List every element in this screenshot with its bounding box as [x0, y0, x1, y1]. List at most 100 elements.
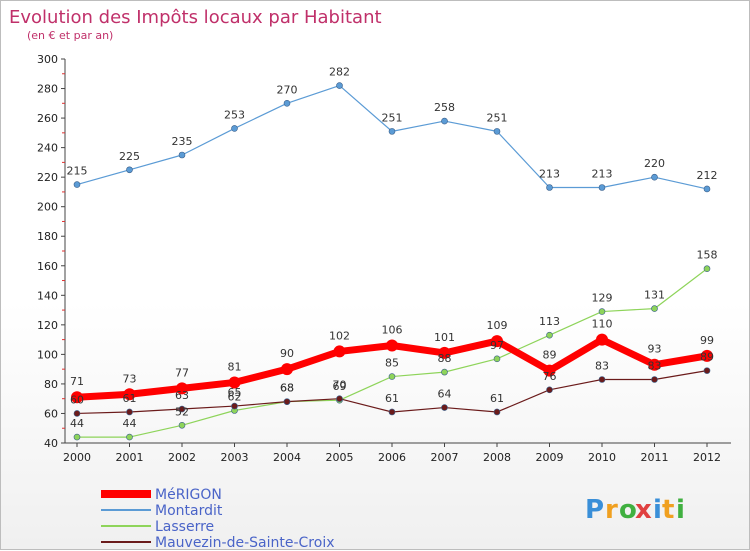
series-point-0	[596, 333, 608, 346]
x-tick-label: 2002	[168, 451, 196, 464]
chart-subtitle: (en € et par an)	[27, 29, 113, 42]
axes: 40 60 80 100 120 140 160 180 200 220 240 260 280 300 2…	[37, 53, 731, 464]
logo-letter: t	[662, 495, 674, 525]
y-tick-label: 280	[37, 83, 58, 96]
series-point-3	[441, 404, 448, 411]
data-label-0: 81	[228, 360, 242, 373]
legend-label-2: Lasserre	[155, 519, 214, 535]
series-point-2	[441, 368, 448, 376]
data-label-3: 61	[385, 392, 399, 405]
chart-title: Evolution des Impôts locaux par Habitant	[9, 7, 382, 28]
series-point-3	[336, 395, 343, 402]
y-tick-label: 100	[37, 348, 58, 361]
data-label-2: 62	[228, 391, 242, 404]
series-point-2	[598, 308, 606, 315]
series-point-0	[123, 388, 136, 401]
data-label-0: 110	[592, 318, 613, 331]
data-label-2: 85	[385, 357, 399, 370]
series-point-2	[178, 421, 186, 429]
series-point-2	[493, 355, 501, 363]
series-point-2	[651, 305, 658, 312]
data-label-2: 131	[644, 289, 665, 302]
series-point-0	[228, 376, 241, 389]
x-tick-label: 2005	[326, 451, 354, 464]
series-point-0	[281, 363, 293, 376]
data-label-1: 282	[329, 66, 350, 79]
data-label-0: 102	[329, 329, 350, 342]
x-tick-label: 2006	[378, 451, 406, 464]
logo-letter: o	[619, 495, 637, 525]
data-label-0: 77	[175, 366, 189, 379]
data-label-1: 213	[592, 167, 613, 180]
data-label-0: 89	[543, 349, 557, 362]
data-label-3: 76	[543, 370, 557, 383]
y-tick-label: 220	[37, 171, 58, 184]
x-tick-label: 2003	[221, 451, 249, 464]
series-point-2	[126, 433, 133, 441]
data-label-1: 215	[67, 165, 88, 178]
data-label-3: 68	[280, 382, 294, 395]
series-point-1	[546, 184, 553, 191]
series-point-3	[546, 386, 553, 394]
data-label-0: 90	[280, 347, 294, 360]
data-label-3: 89	[700, 351, 714, 364]
data-label-1: 220	[644, 157, 665, 170]
data-label-0: 93	[648, 343, 662, 356]
y-tick-label: 60	[44, 407, 58, 420]
x-tick-label: 2009	[536, 451, 564, 464]
y-tick-label: 200	[37, 201, 58, 214]
x-tick-label: 2008	[483, 451, 511, 464]
legend-label-3: Mauvezin-de-Sainte-Croix	[155, 535, 335, 551]
series-point-2	[546, 331, 553, 339]
series-point-0	[386, 339, 398, 352]
series-point-1	[598, 184, 606, 191]
y-tick-label: 40	[44, 437, 58, 450]
series-point-2	[703, 265, 711, 273]
logo-letter: i	[653, 495, 662, 525]
data-label-1: 251	[487, 111, 508, 124]
series-point-3	[178, 405, 186, 413]
data-label-3: 61	[123, 392, 137, 405]
data-label-2: 69	[333, 380, 347, 393]
series-point-0	[491, 335, 503, 348]
data-label-0: 73	[123, 372, 137, 385]
data-labels: 71 73 77 81 90 102 106 101 109 89 110 93 99 215 225 235…	[67, 66, 718, 431]
series-point-3	[231, 402, 238, 410]
series-point-0	[543, 364, 556, 377]
data-label-3: 61	[490, 392, 504, 405]
data-label-3: 63	[175, 389, 189, 402]
data-label-2: 158	[697, 249, 718, 262]
y-tick-label: 140	[37, 289, 58, 302]
data-label-1: 235	[172, 135, 193, 148]
series-point-0	[333, 345, 346, 358]
data-label-1: 251	[382, 111, 403, 124]
series-point-3	[73, 410, 81, 417]
data-label-3: 83	[595, 359, 609, 372]
data-label-3: 83	[648, 359, 662, 372]
data-label-2: 44	[123, 417, 137, 430]
series-point-1	[493, 128, 501, 135]
series-point-3	[126, 408, 133, 416]
data-label-0: 99	[700, 334, 714, 347]
data-label-0: 101	[434, 331, 455, 344]
series-point-1	[441, 117, 448, 125]
logo-letter: i	[676, 495, 685, 525]
series-point-1	[178, 151, 186, 159]
series-point-2	[73, 433, 81, 441]
data-label-0: 109	[487, 319, 508, 332]
y-tick-label: 180	[37, 230, 58, 243]
data-label-3: 60	[70, 393, 84, 406]
data-label-2: 44	[70, 417, 84, 430]
data-label-1: 213	[539, 167, 560, 180]
data-label-1: 253	[224, 108, 245, 121]
x-tick-label: 2000	[63, 451, 91, 464]
x-tick-label: 2001	[116, 451, 144, 464]
series-point-0	[71, 391, 83, 404]
data-label-1: 258	[434, 101, 455, 114]
series-point-3	[651, 376, 658, 383]
data-label-2: 129	[592, 292, 613, 305]
data-label-0: 71	[70, 375, 84, 388]
data-label-3: 65	[228, 386, 242, 399]
